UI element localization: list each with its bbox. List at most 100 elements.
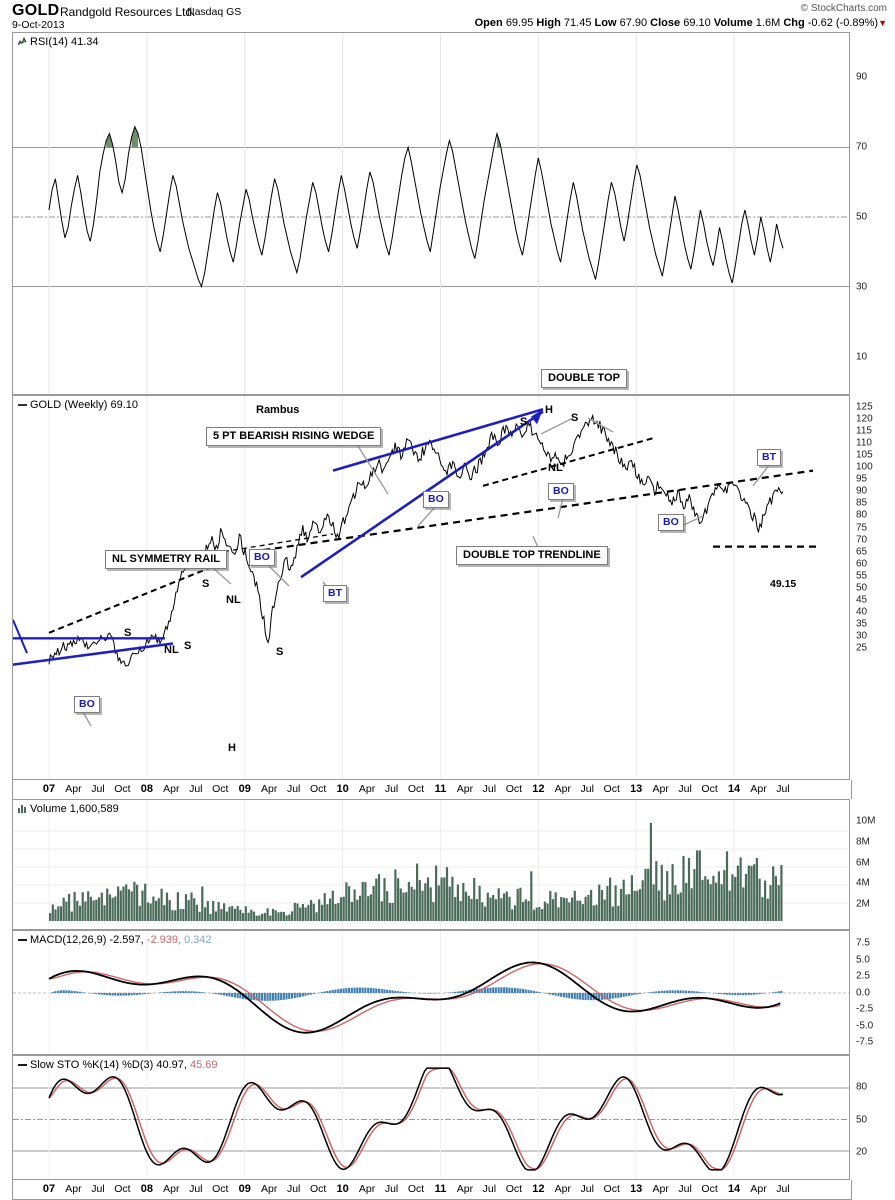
x-axis-tick: Apr: [652, 783, 669, 795]
axis-tick-label: 5.0: [856, 954, 870, 965]
x-axis-tick: Apr: [163, 783, 180, 795]
callout-double-top-trendline: DOUBLE TOP TRENDLINE: [456, 546, 608, 565]
volume-plot: [13, 800, 849, 929]
x-axis-tick: Oct: [309, 783, 327, 795]
axis-tick-label: 75: [856, 522, 868, 533]
x-axis-tick: Jul: [482, 1183, 497, 1195]
x-axis-tick: Apr: [261, 783, 278, 795]
x-axis-tick: Oct: [505, 783, 523, 795]
chevron-down-icon[interactable]: ▼: [878, 18, 887, 28]
stochastic-axis-labels: 80 50 20: [856, 1055, 894, 1180]
axis-tick-label: 105: [856, 449, 873, 461]
x-axis-tick: Jul: [91, 783, 105, 795]
axis-tick-label: 4M: [856, 877, 870, 889]
axis-tick-label: 80: [856, 1081, 868, 1093]
bottom-x-axis: 07 Apr Jul Oct 08 Apr Jul Oct 09 Apr Jul Oct 10 Apr Ju…: [12, 1180, 852, 1200]
x-axis-tick: Apr: [554, 783, 571, 795]
pattern-label-h2: H: [228, 742, 236, 754]
pattern-label-nl: NL: [164, 644, 179, 656]
x-axis-tick: Jul: [580, 783, 594, 795]
x-axis-tick: Apr: [358, 1183, 376, 1195]
x-axis-tick: Jul: [91, 1183, 105, 1195]
axis-tick-label: 90: [856, 485, 868, 497]
symbol-ticker: GOLD: [12, 2, 60, 19]
axis-tick-label: 20: [856, 1146, 868, 1158]
axis-tick-label: 25: [856, 642, 868, 654]
callout-bt-1: BT: [323, 585, 347, 602]
x-axis-tick: Jul: [189, 1183, 203, 1195]
close-value: 69.10: [683, 17, 711, 29]
chg-label: Chg: [783, 17, 805, 29]
callout-bt-2: BT: [757, 449, 781, 466]
axis-tick-label: 2.5: [856, 970, 870, 982]
x-axis-tick: Apr: [456, 783, 474, 795]
x-axis-tick: Oct: [407, 783, 425, 795]
callout-bo-3: BO: [423, 491, 449, 508]
x-axis-tick: Jul: [482, 783, 497, 795]
stochastic-legend: Slow STO %K(14) %D(3) 40.97, 45.69: [18, 1059, 218, 1071]
x-axis-tick: 14: [727, 1183, 741, 1195]
axis-tick-label: 8M: [856, 836, 870, 848]
open-value: 69.95: [505, 17, 534, 29]
axis-tick-label: 65: [856, 546, 868, 558]
axis-tick-label: 45: [856, 594, 868, 606]
quote-date: 9-Oct-2013: [12, 19, 65, 31]
volume-value: 1.6M: [755, 17, 781, 29]
x-axis-tick: Oct: [701, 783, 718, 795]
high-label: High: [536, 17, 561, 29]
pattern-label-s5: S: [520, 416, 528, 428]
volume-panel: Volume 1,600,589: [12, 799, 850, 930]
price-panel: GOLD (Weekly) 69.10: [12, 395, 850, 780]
axis-tick-label: 10M: [856, 815, 876, 827]
x-axis-tick: Jul: [286, 1183, 301, 1195]
x-axis-tick: Jul: [384, 1183, 399, 1195]
x-axis-tick: 08: [140, 1183, 153, 1195]
axis-tick-label: -2.5: [856, 1003, 874, 1015]
x-axis-tick: Apr: [750, 783, 767, 795]
sto-line-icon: [18, 1060, 27, 1069]
macd-plot: [13, 931, 849, 1054]
axis-tick-label: 2M: [856, 898, 870, 910]
axis-tick-label: 100: [856, 461, 873, 473]
x-axis-tick: 11: [434, 783, 447, 795]
rsi-panel: RSI(14) 41.34: [12, 32, 850, 395]
callout-bearish-rising-wedge: 5 PT BEARISH RISING WEDGE: [206, 427, 382, 446]
pattern-label-h3: H: [545, 404, 553, 416]
author-watermark: Rambus: [256, 404, 300, 416]
x-axis-tick: Apr: [554, 1183, 571, 1195]
axis-tick-label: 7.5: [856, 937, 870, 949]
volume-axis-labels: 10M 8M 6M 4M 2M: [856, 799, 894, 930]
axis-tick-label: 0.0: [856, 987, 870, 998]
rsi-icon: [17, 36, 27, 46]
price-legend: GOLD (Weekly) 69.10: [18, 399, 138, 411]
x-axis-tick: Apr: [65, 783, 82, 795]
x-axis-tick: Oct: [309, 1183, 327, 1195]
x-axis-tick: Oct: [603, 1183, 620, 1195]
x-axis-tick: Jul: [580, 1183, 594, 1195]
x-axis-tick: Apr: [358, 783, 376, 795]
axis-tick-label: 85: [856, 497, 868, 509]
price-target-label: 49.15: [770, 578, 797, 590]
x-axis-tick: Jul: [678, 1183, 692, 1195]
x-axis-tick: Jul: [678, 783, 692, 795]
callout-bo-4: BO: [548, 483, 574, 500]
x-axis-tick: 07: [42, 1183, 56, 1195]
rsi-plot: [13, 33, 849, 394]
chg-value: -0.62 (-0.89%): [807, 17, 879, 29]
pattern-label-nl3: NL: [548, 462, 563, 474]
callout-nl-symmetry-rail: NL SYMMETRY RAIL: [105, 550, 227, 569]
axis-tick-label: 60: [856, 558, 868, 570]
axis-tick-label: 6M: [856, 857, 870, 868]
price-x-axis: 07 Apr Jul Oct 08 Apr Jul Oct 09 Apr Jul Oct 10 Apr Ju…: [12, 780, 852, 799]
low-value: 67.90: [619, 17, 648, 29]
stockcharts-watermark: © StockCharts.com: [800, 3, 887, 14]
x-axis-tick: Oct: [407, 1183, 425, 1195]
x-axis-tick: 09: [238, 1183, 251, 1195]
axis-tick-label: 55: [856, 570, 868, 582]
rsi-legend: RSI(14) 41.34: [17, 36, 98, 48]
quote-bar: Open 69.95 High 71.45 Low 67.90 Close 69…: [475, 17, 887, 29]
open-label: Open: [474, 17, 503, 29]
pattern-label-s: S: [124, 627, 132, 639]
x-axis-tick: Oct: [212, 1183, 229, 1195]
axis-tick-label: 90: [856, 71, 868, 83]
